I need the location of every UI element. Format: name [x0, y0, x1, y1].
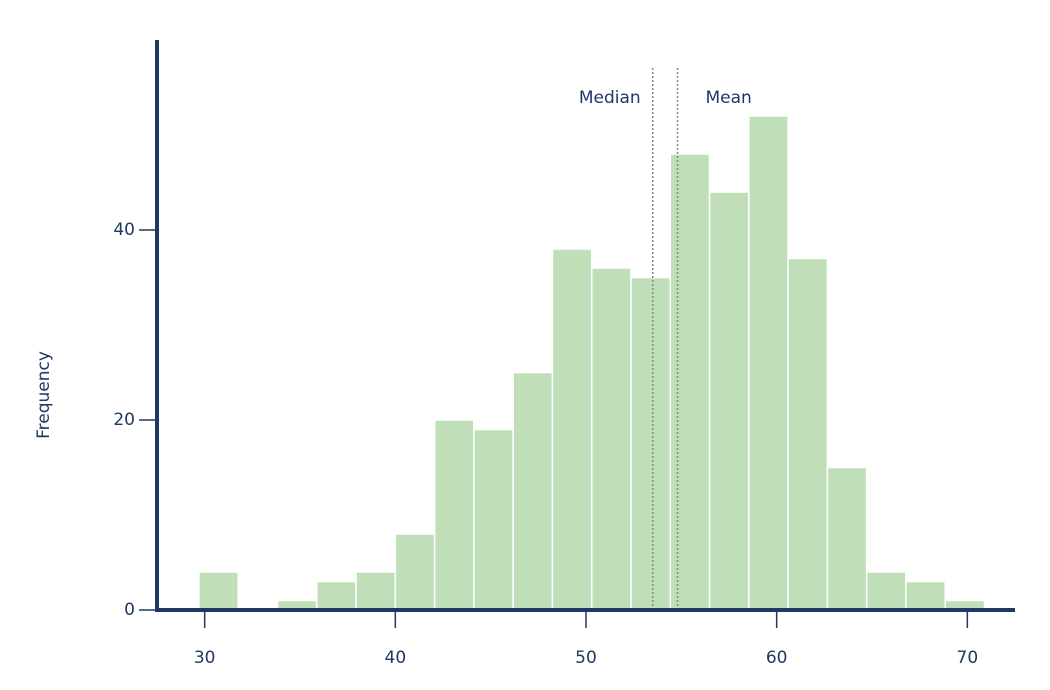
- bar: [473, 428, 514, 611]
- bar: [787, 257, 829, 611]
- bar: [826, 466, 868, 611]
- bar: [198, 571, 239, 611]
- bar: [748, 115, 789, 611]
- bar: [669, 153, 711, 611]
- y-tick-label: 20: [113, 410, 135, 430]
- y-axis-label: Frequency: [34, 351, 54, 439]
- bar: [708, 191, 750, 611]
- annotation-label: Mean: [706, 88, 752, 108]
- x-tick-label: 70: [957, 648, 979, 668]
- bar: [316, 580, 357, 611]
- bar: [551, 248, 593, 611]
- bar: [512, 371, 554, 611]
- bar: [394, 533, 436, 611]
- x-tick-label: 40: [385, 648, 407, 668]
- x-tick-label: 60: [766, 648, 788, 668]
- bar: [905, 580, 946, 611]
- bar: [433, 419, 475, 611]
- bar: [865, 571, 907, 611]
- bar: [630, 276, 672, 611]
- y-tick-label: 0: [124, 600, 135, 620]
- bar: [355, 571, 397, 611]
- bar: [590, 267, 632, 611]
- x-tick-label: 50: [575, 648, 597, 668]
- x-tick-label: 30: [194, 648, 216, 668]
- annotation-label: Median: [579, 88, 641, 108]
- y-tick-label: 40: [113, 220, 135, 240]
